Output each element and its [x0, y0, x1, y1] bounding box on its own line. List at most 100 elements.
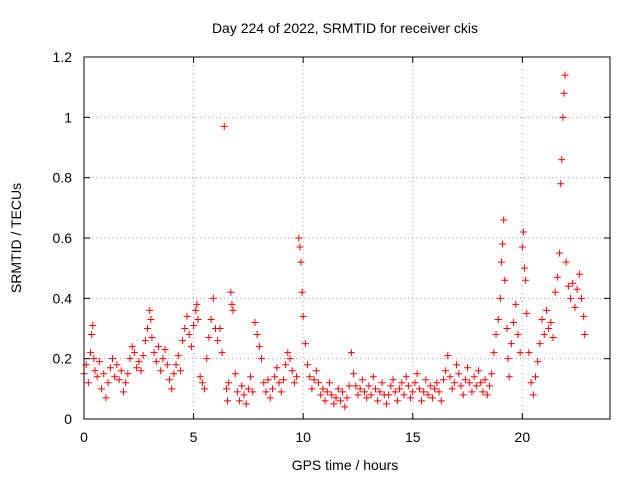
- data-point: [148, 334, 156, 342]
- data-point: [385, 391, 393, 399]
- data-point: [179, 337, 187, 345]
- data-point: [492, 331, 500, 339]
- data-point: [501, 276, 509, 284]
- data-point: [144, 325, 152, 332]
- data-point: [426, 382, 434, 390]
- data-point: [286, 355, 294, 363]
- data-point: [358, 376, 366, 384]
- data-point: [325, 379, 333, 387]
- data-point: [498, 258, 506, 266]
- data-point: [115, 376, 123, 384]
- data-point: [450, 379, 458, 387]
- data-point: [163, 361, 171, 369]
- data-point: [483, 391, 491, 399]
- data-point: [315, 379, 323, 387]
- data-point: [376, 388, 384, 396]
- data-point: [361, 388, 369, 396]
- data-point: [155, 343, 163, 351]
- data-point: [531, 373, 539, 381]
- data-point: [271, 373, 279, 381]
- data-point: [561, 71, 569, 79]
- data-point: [374, 397, 382, 405]
- data-point: [295, 234, 303, 242]
- data-points: [80, 71, 589, 411]
- data-point: [203, 355, 211, 363]
- y-tick-label: 1: [64, 109, 72, 125]
- data-point: [504, 355, 512, 363]
- data-point: [525, 349, 533, 357]
- data-point: [521, 264, 529, 272]
- data-point: [437, 397, 445, 405]
- data-point: [545, 325, 553, 332]
- data-point: [477, 379, 485, 387]
- data-point: [205, 334, 213, 342]
- data-point: [183, 312, 191, 320]
- x-tick-label: 20: [515, 429, 531, 445]
- data-point: [98, 385, 106, 393]
- data-point: [343, 394, 351, 402]
- data-point: [157, 367, 165, 375]
- data-point: [231, 370, 239, 378]
- data-point: [104, 379, 112, 387]
- grid-lines: [84, 57, 610, 419]
- data-point: [433, 379, 441, 387]
- data-point: [518, 243, 526, 251]
- data-point: [102, 394, 110, 402]
- data-point: [249, 388, 257, 396]
- data-point: [100, 370, 108, 378]
- data-point: [367, 391, 375, 399]
- data-point: [453, 361, 461, 369]
- data-point: [514, 331, 522, 339]
- data-point: [350, 370, 358, 378]
- data-point: [580, 312, 588, 320]
- data-point: [382, 400, 390, 408]
- data-point: [161, 346, 169, 354]
- data-point: [428, 394, 436, 402]
- data-point: [507, 340, 515, 348]
- data-point: [194, 315, 202, 323]
- data-point: [137, 367, 145, 375]
- data-point: [229, 306, 237, 314]
- x-tick-label: 5: [190, 429, 198, 445]
- data-point: [133, 364, 141, 372]
- data-point: [222, 385, 230, 393]
- data-point: [542, 306, 550, 314]
- y-tick-label: 0.6: [53, 230, 73, 246]
- data-point: [192, 306, 200, 314]
- data-point: [418, 397, 426, 405]
- data-point: [569, 279, 577, 287]
- data-point: [459, 391, 467, 399]
- data-point: [106, 364, 114, 372]
- data-point: [147, 315, 155, 323]
- data-point: [407, 394, 415, 402]
- data-point: [323, 388, 331, 396]
- data-point: [238, 382, 246, 390]
- data-point: [288, 367, 296, 375]
- data-point: [304, 361, 312, 369]
- data-point: [485, 382, 493, 390]
- data-point: [298, 288, 306, 296]
- data-point: [567, 294, 575, 302]
- data-point: [468, 388, 476, 396]
- data-point: [559, 113, 567, 121]
- data-point: [400, 391, 408, 399]
- data-point: [334, 385, 342, 393]
- data-point: [299, 312, 307, 320]
- data-point: [113, 361, 121, 369]
- data-point: [251, 318, 259, 326]
- data-point: [152, 358, 160, 366]
- x-axis-label: GPS time / hours: [292, 457, 399, 473]
- data-point: [139, 352, 147, 360]
- data-point: [378, 379, 386, 387]
- data-point: [176, 367, 184, 375]
- data-point: [516, 349, 524, 357]
- data-point: [352, 382, 360, 390]
- data-point: [312, 367, 320, 375]
- data-point: [181, 325, 189, 332]
- data-point: [560, 89, 568, 97]
- data-point: [446, 373, 454, 381]
- axis-ticks: 0 0.2 0.4 0.6 0.8 1 1.2 0 5 10 15 20: [53, 49, 610, 445]
- data-point: [244, 385, 252, 393]
- data-point: [268, 385, 276, 393]
